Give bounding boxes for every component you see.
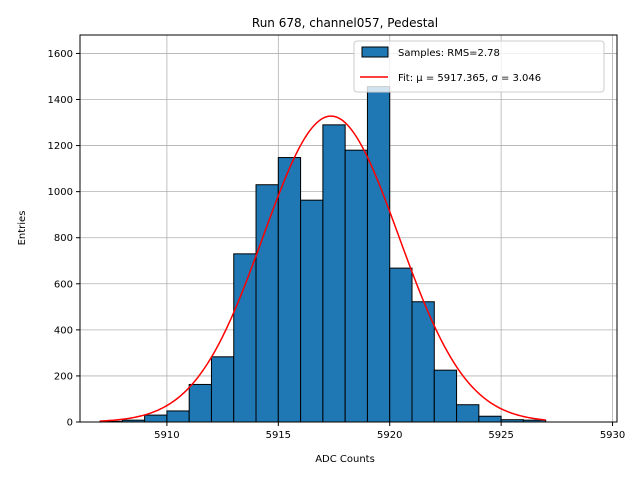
histogram-bar	[389, 267, 413, 423]
y-tick-label: 0	[67, 418, 73, 429]
legend-swatch-samples	[361, 46, 389, 58]
x-axis-ticks: 5910 5915 5920 5925 5930	[154, 422, 625, 441]
y-axis-ticks: 0 200 400 600 800 1000 1200 1400 1600	[48, 49, 80, 429]
histogram-bar	[166, 410, 190, 423]
y-tick-label: 400	[54, 325, 73, 336]
x-tick-label: 5925	[488, 430, 513, 441]
histogram-bar	[188, 383, 212, 423]
x-tick-label: 5910	[154, 430, 179, 441]
y-tick-label: 800	[54, 233, 73, 244]
legend-box	[353, 40, 605, 93]
histogram-bar	[300, 199, 324, 423]
histogram-bar	[366, 86, 391, 423]
legend-label-samples: Samples: RMS=2.78	[398, 48, 500, 59]
histogram-bar	[255, 184, 279, 423]
legend-label-fit: Fit: μ = 5917.365, σ = 3.046	[398, 73, 541, 84]
y-tick-label: 1400	[48, 95, 73, 106]
x-tick-label: 5920	[377, 430, 402, 441]
y-tick-label: 1200	[48, 141, 73, 152]
histogram-bar	[433, 369, 458, 423]
histogram-bar	[478, 415, 502, 423]
histogram-bar	[322, 124, 346, 423]
y-tick-label: 600	[54, 279, 73, 290]
fit-curve	[100, 115, 546, 422]
histogram-bar	[277, 157, 302, 423]
plot-frame	[79, 34, 618, 423]
x-tick-label: 5915	[266, 430, 291, 441]
y-tick-label: 1600	[48, 49, 73, 60]
histogram-bar	[144, 414, 168, 423]
histogram-bar	[233, 253, 257, 423]
chart-title: Run 678, channel057, Pedestal	[252, 16, 438, 30]
histogram-bar	[456, 404, 480, 423]
x-axis-label: ADC Counts	[315, 454, 375, 465]
histogram-bar	[344, 149, 368, 423]
histogram-bar	[210, 356, 235, 423]
histogram-bars	[99, 86, 547, 423]
y-tick-label: 200	[54, 371, 73, 382]
y-axis-label: Entries	[17, 211, 28, 246]
y-tick-label: 1000	[48, 187, 73, 198]
fit-curve-layer	[100, 115, 546, 422]
x-tick-label: 5930	[600, 430, 625, 441]
legend: Samples: RMS=2.78 Fit: μ = 5917.365, σ =…	[353, 40, 605, 93]
